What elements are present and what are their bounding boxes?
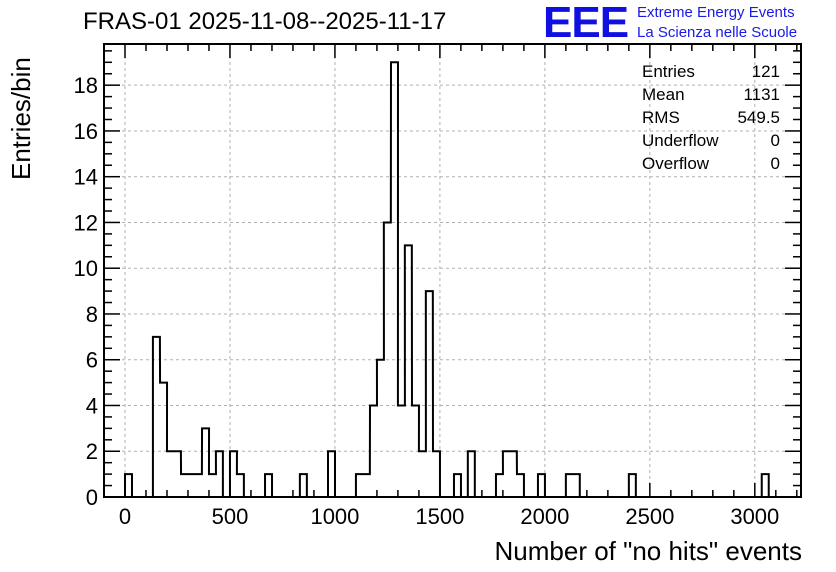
stat-row-mean: Mean 1131 [642, 83, 780, 106]
y-tick-label: 8 [86, 302, 98, 327]
stat-label: Mean [642, 85, 685, 104]
stat-row-entries: Entries 121 [642, 60, 780, 83]
stat-label: Underflow [642, 131, 719, 150]
stat-value: 0 [770, 154, 780, 173]
y-tick-label: 16 [74, 119, 98, 144]
x-tick-label: 500 [212, 504, 249, 529]
stat-row-rms: RMS 549.5 [642, 106, 780, 129]
stat-row-overflow: Overflow 0 [642, 152, 780, 175]
y-axis-label: Entries/bin [6, 57, 36, 180]
stat-value: 121 [751, 62, 780, 81]
grid-lines [104, 44, 801, 497]
chart-title: FRAS-01 2025-11-08--2025-11-17 [83, 8, 447, 35]
stats-box: Entries 121 Mean 1131 RMS 549.5 Underflo… [642, 60, 780, 175]
stat-value: 1131 [743, 85, 780, 104]
x-tick-label: 1000 [310, 504, 359, 529]
y-tick-label: 12 [74, 210, 98, 235]
stat-label: Entries [642, 62, 695, 81]
logo-caption-line2: La Scienza nelle Scuole [637, 24, 798, 41]
x-tick-label: 1500 [415, 504, 464, 529]
x-tick-label: 2000 [520, 504, 569, 529]
x-tick-label: 3000 [730, 504, 779, 529]
y-tick-label: 4 [86, 393, 98, 418]
y-tick-label: 2 [86, 439, 98, 464]
stat-value: 549.5 [737, 108, 780, 127]
stat-row-underflow: Underflow 0 [642, 129, 780, 152]
plot-frame [103, 43, 802, 498]
stat-label: Overflow [642, 154, 710, 173]
logo-caption: Extreme Energy Events La Scienza nelle S… [637, 3, 797, 43]
x-axis-label: Number of "no hits" events [494, 536, 803, 566]
eee-logo: EEE [543, 0, 629, 47]
histogram-line [123, 61, 770, 497]
y-tick-label: 18 [74, 73, 98, 98]
stat-label: RMS [642, 108, 680, 127]
y-tick-label: 14 [74, 165, 98, 190]
stat-value: 0 [770, 131, 780, 150]
axis-tick-labels: 0 500 1000 1500 2000 2500 3000 0 2 4 6 8 10 12 14 16 18 [74, 73, 780, 529]
x-tick-label: 0 [119, 504, 131, 529]
y-tick-label: 0 [86, 485, 98, 510]
y-tick-label: 6 [86, 348, 98, 373]
logo-caption-line1: Extreme Energy Events [637, 4, 795, 21]
y-tick-label: 10 [74, 256, 98, 281]
x-tick-label: 2500 [625, 504, 674, 529]
axis-ticks [103, 44, 801, 498]
